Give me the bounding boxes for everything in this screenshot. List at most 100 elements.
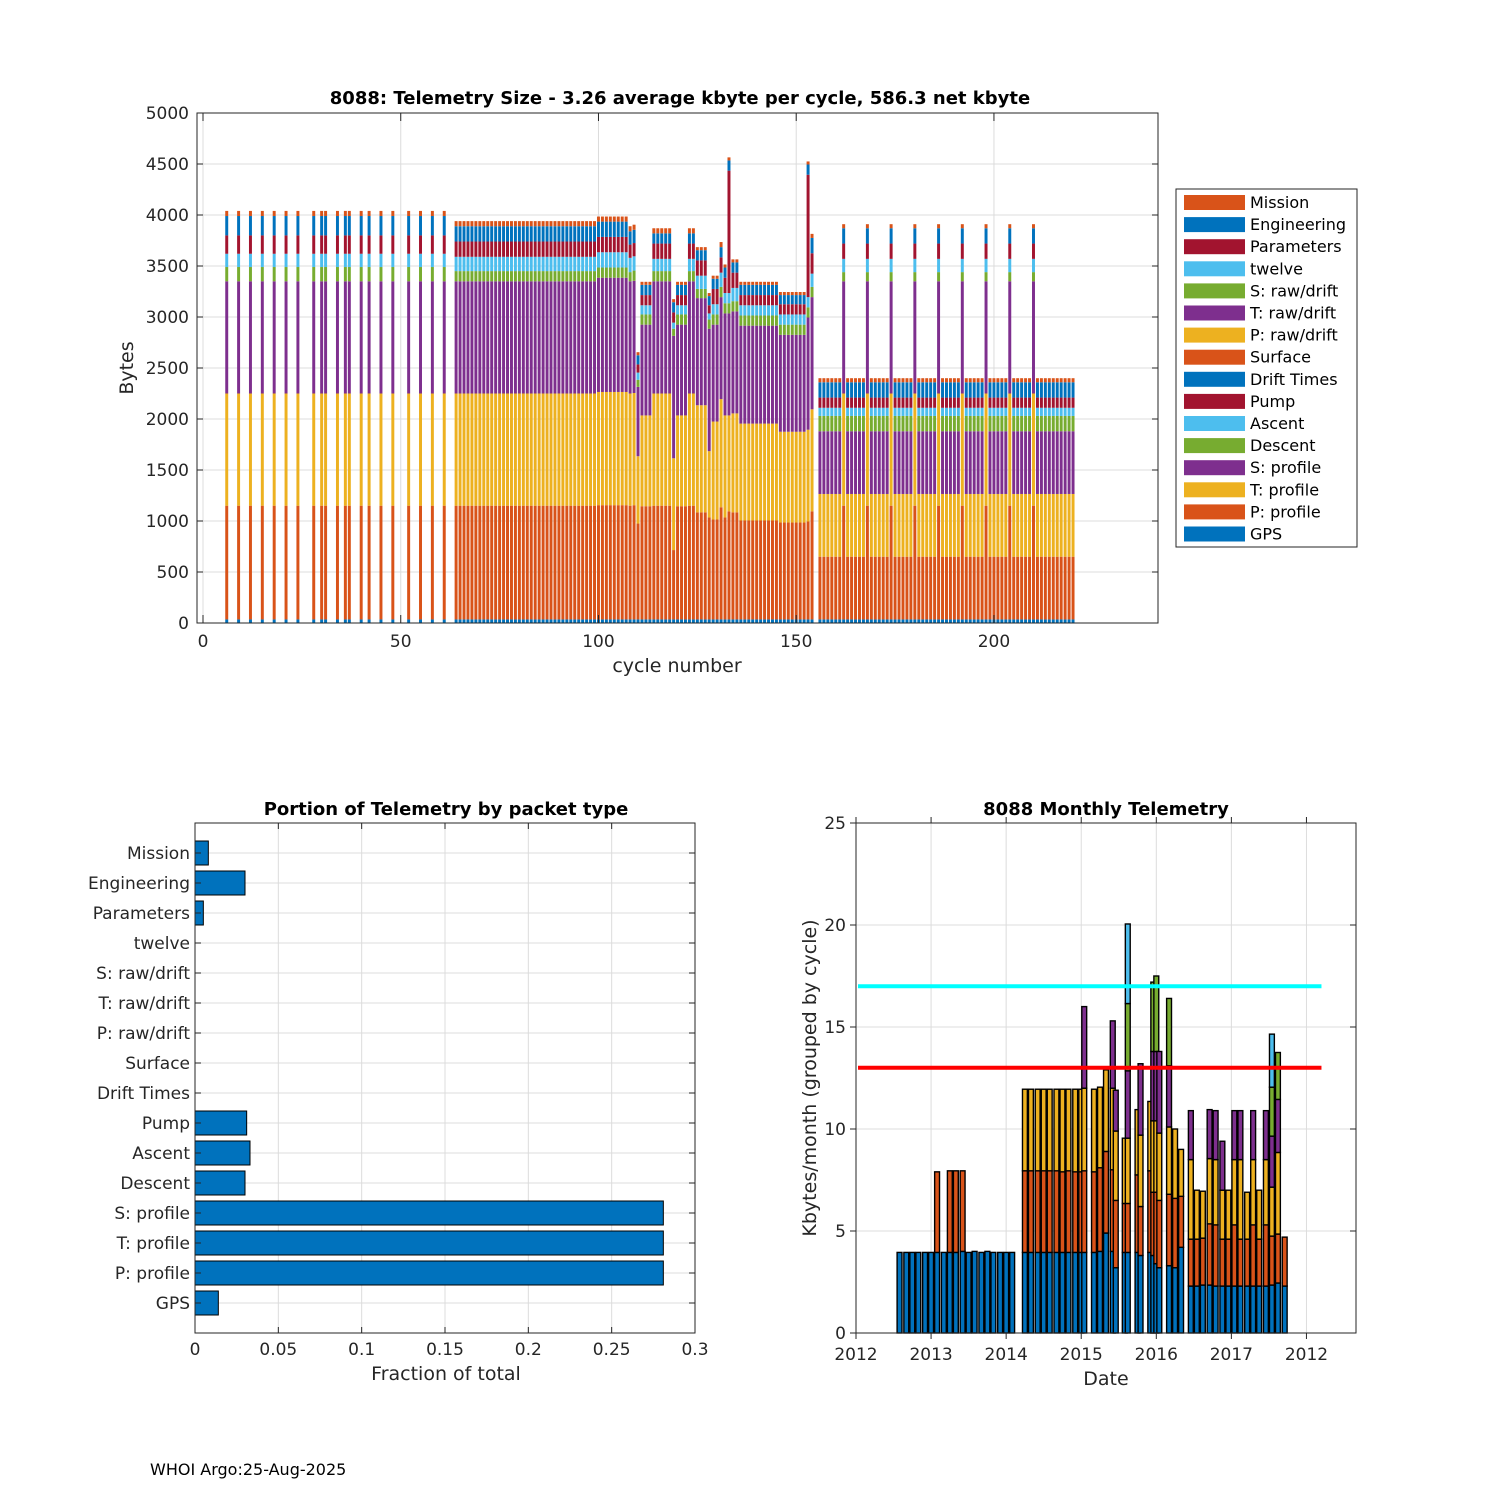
y-tick-label: 1000: [146, 512, 189, 532]
x-tick-label: 2013: [909, 1345, 952, 1365]
bar-segment-gps: [225, 619, 229, 623]
bar-segment-t-profile: [454, 393, 458, 506]
month-bar: [927, 1251, 935, 1334]
month-bar-segment-p-raw-drift: [1171, 1128, 1179, 1200]
bar-segment-mission: [976, 378, 980, 383]
bar-segment-ascent: [715, 304, 719, 315]
bar-segment-ascent: [589, 256, 593, 272]
cycle-bar-188: [945, 378, 948, 623]
bar-segment-engineering: [933, 382, 937, 398]
bar-segment-ascent: [952, 407, 956, 416]
bar-segment-s-profile: [846, 431, 850, 494]
bar-segment-pump: [861, 397, 865, 408]
bar-segment-gps: [806, 619, 810, 623]
bar-segment-gps: [585, 619, 589, 623]
legend-swatch: [1184, 393, 1245, 409]
x-tick-label: 150: [780, 632, 812, 652]
bar-segment-s-profile: [731, 311, 735, 414]
y-tick-label: 2500: [146, 359, 189, 379]
bar-segment-mission: [747, 281, 751, 285]
bar-segment-s-profile: [901, 431, 905, 494]
bar-segment-mission: [723, 264, 727, 268]
bar-segment-engineering: [660, 233, 664, 244]
bar-segment-s-profile: [541, 281, 545, 394]
bar-segment-pump: [707, 305, 711, 314]
bar-segment-t-profile: [672, 458, 676, 551]
bar-segment-engineering: [877, 382, 881, 398]
bar-segment-engineering: [486, 226, 490, 242]
bar-segment-mission: [743, 281, 747, 285]
legend-label: S: profile: [1250, 458, 1321, 477]
bar-segment-gps: [593, 619, 597, 623]
bar-segment-mission: [525, 221, 529, 227]
cycle-bar-171: [877, 378, 881, 623]
bar-segment-descent: [478, 271, 482, 282]
bar-segment-t-profile: [1055, 493, 1059, 557]
bar-segment-engineering: [786, 295, 790, 305]
bar-segment-descent: [941, 415, 945, 432]
bar-segment-mission: [474, 221, 478, 227]
cycle-bar-120: [676, 281, 680, 623]
bar-segment-mission: [1012, 378, 1016, 383]
bar-segment-p-profile: [335, 505, 339, 620]
bar-segment-gps: [948, 619, 952, 623]
bar-segment-s-profile: [834, 431, 838, 494]
y-tick-label: 4000: [146, 206, 189, 226]
bar-segment-descent: [470, 271, 474, 282]
bar-segment-s-profile: [715, 324, 719, 422]
bar-segment-pump: [652, 243, 656, 259]
bar-segment-mission: [419, 210, 422, 217]
month-bar-segment-t-raw-drift: [1187, 1109, 1194, 1161]
bar-segment-ascent: [1047, 407, 1051, 416]
bar-segment-p-profile: [1051, 556, 1055, 620]
bar-segment-p-profile: [513, 505, 517, 620]
bar-segment-t-profile: [537, 393, 541, 506]
bar-segment-s-profile: [778, 334, 782, 432]
bar-segment-descent: [419, 267, 422, 282]
cycle-bar-93: [569, 221, 573, 623]
bar-segment-ascent: [980, 407, 984, 416]
bar-segment-p-profile: [822, 556, 826, 620]
bar-segment-mission: [755, 281, 759, 285]
bar-segment-s-profile: [972, 431, 976, 494]
cycle-bar-139: [751, 281, 755, 623]
bar-segment-ascent: [260, 253, 264, 268]
bar-segment-t-profile: [541, 393, 545, 506]
bar-segment-descent: [767, 315, 771, 326]
bar-segment-pump: [604, 236, 608, 253]
bar-segment-ascent: [846, 407, 850, 416]
bar-segment-pump: [778, 304, 782, 315]
x-tick-label: 2012: [834, 1345, 877, 1365]
bar-segment-mission: [676, 281, 680, 285]
bar-segment-t-profile: [359, 393, 363, 506]
bar-segment-ascent: [826, 407, 830, 416]
bar-segment-descent: [937, 272, 941, 282]
bar-segment-gps: [577, 619, 581, 623]
x-tick-label: 0.1: [348, 1340, 375, 1360]
bar-segment-descent: [545, 271, 549, 282]
bar-segment-pump: [873, 397, 877, 408]
bar-segment-pump: [913, 243, 917, 259]
bar-segment-descent: [632, 270, 636, 281]
bar-segment-p-profile: [703, 512, 707, 620]
bar-segment-mission: [826, 378, 830, 383]
bar-segment-ascent: [901, 407, 905, 416]
month-bar-segment-mission: [1065, 1170, 1072, 1254]
bar-segment-mission: [466, 221, 470, 227]
bar-segment-p-profile: [972, 556, 976, 620]
bar-segment-s-profile: [858, 431, 861, 494]
bar-segment-s-profile: [1028, 431, 1032, 494]
bar-segment-gps: [454, 619, 458, 623]
month-bar-segment-engineering: [1237, 1285, 1244, 1334]
cycle-bar-196: [976, 378, 980, 623]
bar-segment-ascent: [691, 258, 695, 272]
bar-segment-ascent: [616, 252, 620, 268]
bar-segment-descent: [648, 314, 652, 325]
bar-segment-ascent: [861, 407, 865, 416]
month-bar-segment-engineering: [1065, 1251, 1072, 1334]
month-bar-segment-p-raw-drift: [1124, 1137, 1131, 1205]
bar-segment-t-profile: [419, 393, 422, 506]
bar-segment-p-profile: [260, 505, 264, 620]
month-bar: [946, 1170, 953, 1334]
bar-segment-ascent: [960, 258, 964, 273]
